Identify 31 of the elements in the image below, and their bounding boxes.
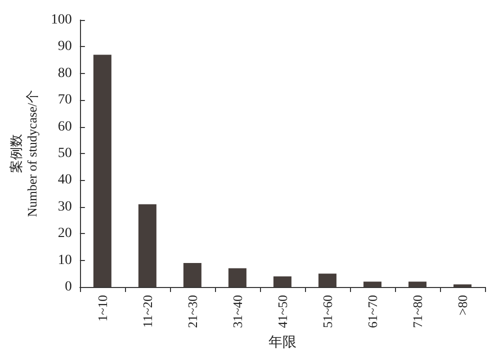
y-axis-title: 案例数 Number of studycase/个 — [8, 90, 40, 218]
x-tick-label: 61~70 — [364, 295, 380, 328]
y-tick-label: 40 — [58, 172, 72, 188]
bar — [318, 274, 336, 287]
y-tick-label: 30 — [58, 199, 72, 214]
y-tick-label: 50 — [58, 146, 72, 161]
x-tick-label: >80 — [454, 295, 470, 316]
x-tick-label: 11~20 — [140, 295, 155, 328]
bar — [183, 262, 202, 287]
x-tick-label: 31~40 — [230, 295, 245, 328]
bar — [453, 284, 472, 287]
y-tick-label: 80 — [58, 66, 72, 81]
bar — [408, 282, 426, 287]
y-tick-label: 60 — [58, 119, 72, 134]
y-tick-label: 100 — [50, 12, 72, 28]
x-tick-label: 71~80 — [410, 295, 425, 328]
bar — [93, 54, 112, 287]
bar — [228, 268, 246, 287]
y-tick-label: 70 — [58, 92, 72, 108]
x-tick-label: 21~30 — [184, 295, 200, 328]
x-tick-label: 41~50 — [274, 295, 290, 328]
x-tick-label: 51~60 — [320, 295, 335, 328]
x-axis-title: 年限 — [268, 334, 296, 350]
y-tick-label: 90 — [58, 39, 72, 54]
y-tick-label: 0 — [64, 280, 72, 294]
y-tick-label: 10 — [58, 252, 72, 268]
bar — [363, 282, 382, 287]
bar — [273, 276, 292, 287]
bar — [138, 204, 156, 287]
y-tick-label: 20 — [58, 226, 72, 242]
x-tick-label: 1~10 — [94, 295, 110, 322]
